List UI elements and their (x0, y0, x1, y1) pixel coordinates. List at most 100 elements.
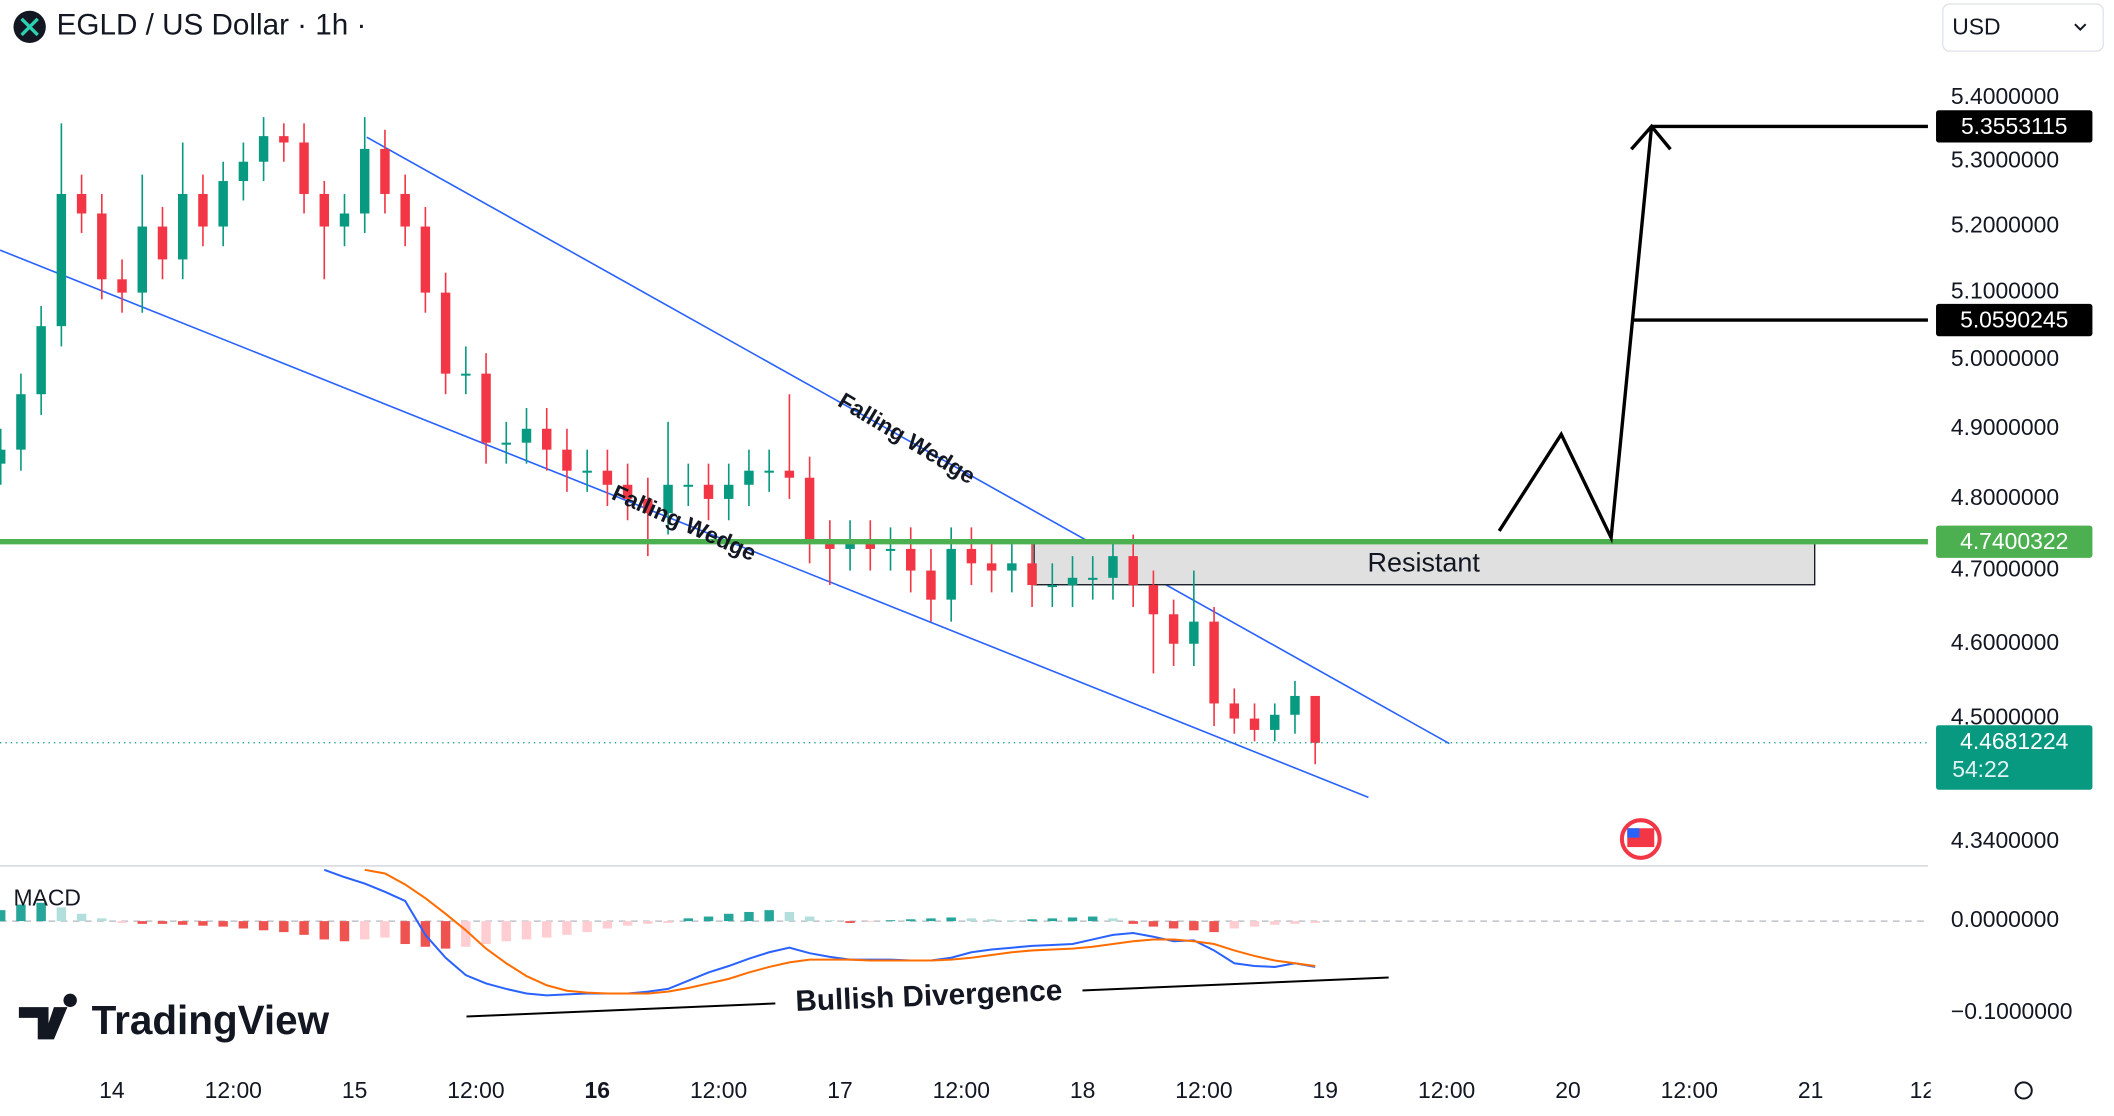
resistance-price-box (1936, 525, 2093, 558)
x-tick-label: 21 (1798, 1077, 1823, 1103)
candle-body (1168, 614, 1179, 644)
candle-body (198, 193, 208, 227)
macd-histogram-bar (461, 921, 471, 947)
macd-histogram-bar (238, 921, 249, 929)
candle-body (643, 498, 653, 514)
macd-histogram-bar (299, 921, 309, 935)
candle-body (1189, 621, 1199, 644)
macd-histogram-bar (1290, 921, 1300, 924)
settings-icon[interactable] (2014, 1081, 2033, 1100)
currency-label[interactable]: USD (1952, 13, 2000, 39)
macd-histogram-bar (97, 918, 107, 922)
x-tick-label: 12:00 (205, 1077, 262, 1103)
candle-body (461, 373, 471, 376)
candle-body (1209, 621, 1219, 704)
y-tick-label: 5.2000000 (1951, 212, 2059, 238)
candle-body (703, 484, 714, 499)
candle-body (1249, 718, 1260, 730)
currency-select[interactable] (1942, 3, 2104, 52)
macd-histogram-bar (360, 921, 370, 940)
macd-histogram-bar (1209, 921, 1219, 933)
candle-body (339, 213, 350, 227)
candle-body (380, 148, 390, 194)
candle-body (501, 442, 511, 445)
macd-histogram-bar (724, 913, 734, 922)
current-price-label: 4.4681224 (1960, 728, 2069, 754)
symbol-title: EGLD / US Dollar · 1h · (57, 9, 367, 42)
candle-body (946, 548, 956, 600)
candle-body (117, 279, 127, 293)
candle-body (1148, 585, 1159, 615)
signal-line (364, 868, 1316, 995)
x-tick-label: 18 (1070, 1077, 1095, 1103)
candle-body (1067, 577, 1078, 586)
candle-body (986, 563, 997, 571)
resistance-price-label: 4.7400322 (1960, 528, 2068, 554)
macd-histogram-bar (683, 918, 694, 922)
macd-histogram-bar (1310, 921, 1320, 923)
macd-histogram-bar (582, 921, 592, 933)
candle-body (521, 428, 532, 443)
wedge-lower-line (0, 249, 1369, 799)
macd-histogram-bar (279, 921, 289, 933)
macd-histogram-bar (218, 921, 228, 927)
candle-body (0, 449, 6, 464)
macd-histogram-bar (521, 921, 532, 940)
macd-histogram-bar (339, 921, 350, 942)
divergence-label-bg (774, 972, 1084, 1023)
macd-histogram-bar (845, 921, 855, 923)
macd-histogram-bar (1229, 921, 1240, 929)
resistance-zone (1033, 541, 1816, 586)
macd-histogram-bar (1108, 918, 1118, 922)
candle-body (865, 541, 876, 549)
candle-body (764, 470, 774, 473)
x-tick-label: 12:00 (690, 1077, 747, 1103)
macd-histogram-bar (56, 907, 67, 922)
candle-body (238, 161, 249, 182)
macd-histogram-bar (400, 921, 410, 945)
candle-body (1007, 563, 1017, 571)
macd-histogram-bar (198, 921, 208, 926)
candle-body (279, 136, 289, 143)
macd-histogram-bar (784, 911, 795, 922)
wedge-label: Falling Wedge (608, 479, 760, 566)
candle-body (36, 326, 46, 395)
macd-histogram-bar (865, 921, 876, 923)
candle-body (137, 226, 147, 293)
y-tick-label: 4.5000000 (1951, 704, 2059, 730)
candle-body (1290, 695, 1300, 715)
candle-body (258, 136, 269, 162)
x-tick-label: 19 (1313, 1077, 1338, 1103)
candle-body (926, 570, 936, 600)
x-tick-label: 12:00 (1418, 1077, 1475, 1103)
candle-body (582, 470, 592, 473)
macd-histogram-bar (1088, 916, 1098, 922)
macd-histogram-bar (744, 911, 754, 922)
candle-body (966, 548, 977, 564)
projection-path (1497, 126, 1654, 544)
target-price-box (1936, 303, 2093, 337)
macd-histogram-bar (117, 921, 127, 923)
candle-body (825, 541, 835, 549)
candle-body (76, 193, 87, 214)
macd-histogram-bar (643, 921, 653, 924)
macd-histogram-bar (966, 918, 977, 922)
candle-body (97, 213, 107, 280)
macd-histogram-bar (1007, 920, 1017, 922)
macd-histogram-bar (1270, 921, 1280, 925)
brand-name: TradingView (92, 997, 330, 1043)
macd-histogram-bar (1067, 917, 1078, 922)
candle-body (1128, 556, 1138, 586)
macd-histogram-bar (36, 902, 46, 922)
macd-histogram-bar (1027, 919, 1037, 922)
macd-histogram-bar (1168, 921, 1179, 929)
y-tick-label: 4.3400000 (1951, 827, 2059, 853)
candle-body (157, 226, 168, 260)
macd-histogram-bar (825, 920, 835, 922)
macd-histogram-bar (804, 916, 815, 922)
macd-histogram-bar (1148, 921, 1159, 927)
candle-body (1270, 714, 1280, 730)
macd-histogram-bar (177, 921, 188, 925)
countdown-label: 54:22 (1952, 756, 2009, 782)
candle-body (562, 449, 572, 471)
